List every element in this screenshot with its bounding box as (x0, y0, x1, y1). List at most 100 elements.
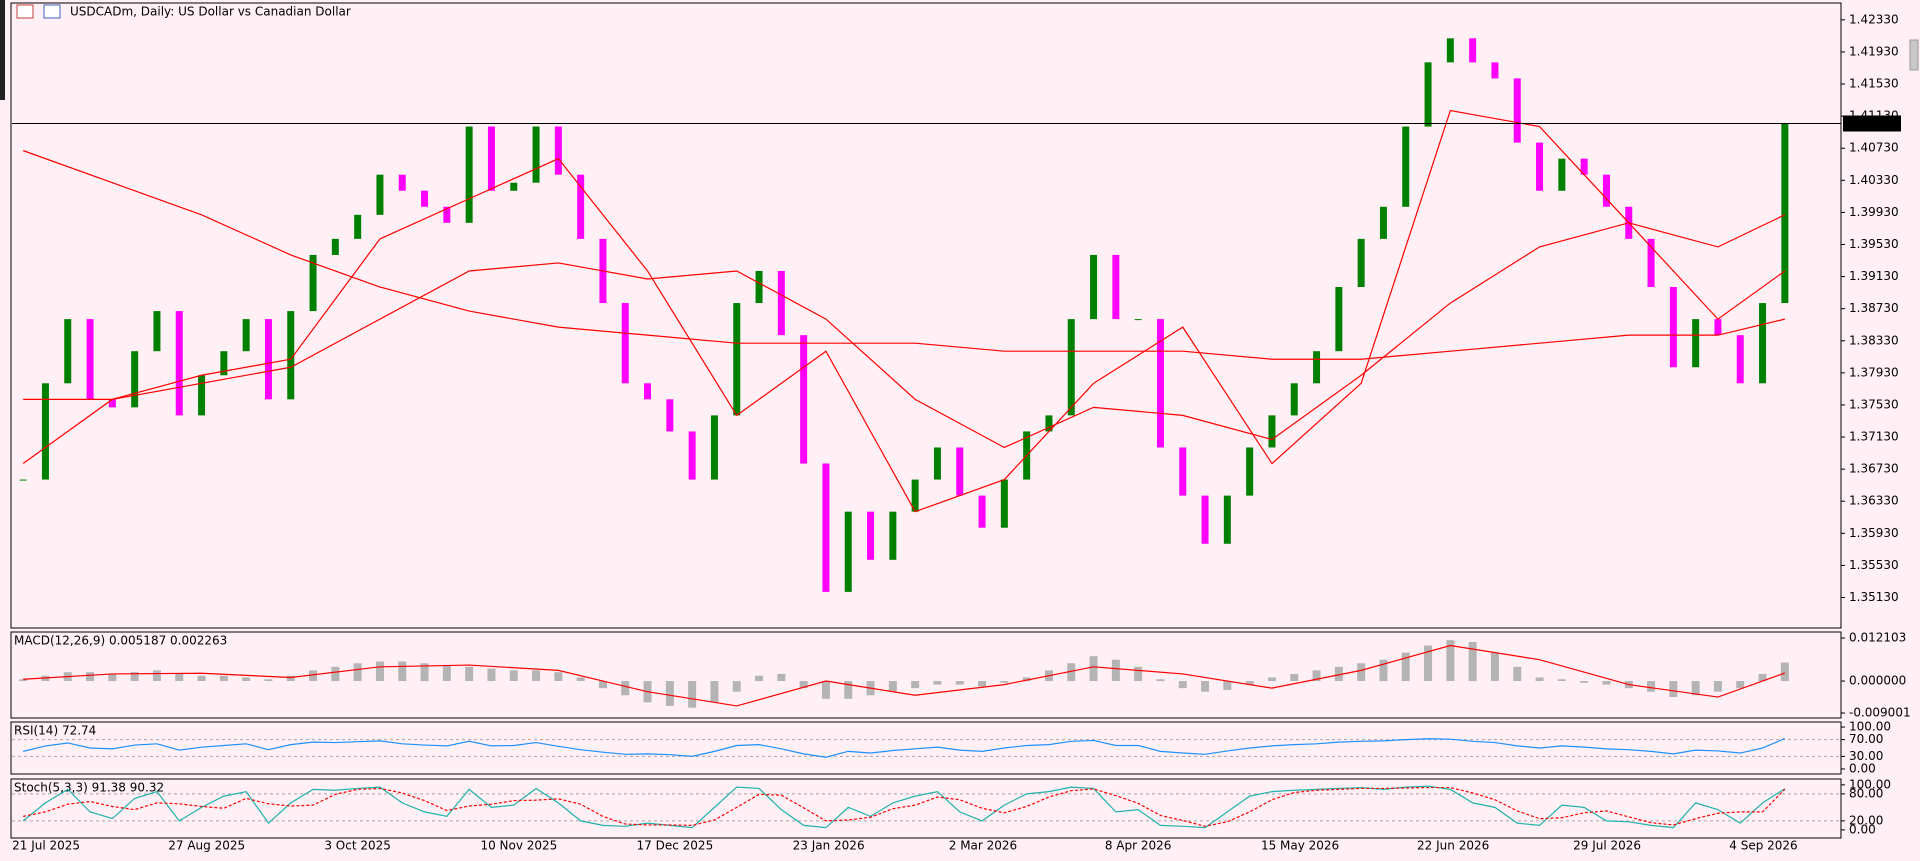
macd-bar (710, 681, 719, 703)
candle (978, 495, 986, 528)
macd-bar (509, 670, 518, 682)
candle (465, 126, 473, 223)
macd-bar (1401, 652, 1410, 682)
macd-bar (130, 672, 139, 682)
macd-bar (1490, 652, 1499, 682)
indicator-title: Stoch(5,3,3) 91.38 90.32 (14, 781, 164, 795)
macd-bar (375, 661, 384, 682)
candle (844, 511, 852, 592)
candle (443, 206, 451, 223)
x-tick-label: 21 Jul 2025 (12, 839, 80, 853)
macd-bar (1267, 677, 1276, 682)
candle (1692, 319, 1700, 368)
candle (64, 319, 72, 384)
macd-bar (1580, 681, 1589, 683)
candle (1714, 319, 1722, 336)
macd-bar (888, 681, 897, 692)
macd-bar (1067, 663, 1076, 682)
macd-bar (1022, 677, 1031, 682)
stoch-line (22, 785, 1786, 829)
y-tick-label: 1.35530 (1849, 558, 1899, 572)
candle (398, 174, 406, 191)
macd-bar (264, 679, 273, 682)
candle (487, 126, 495, 191)
candle (131, 351, 139, 408)
macd-bar (331, 666, 340, 682)
macd-bar (442, 665, 451, 682)
y-tick-label: 80.00 (1849, 786, 1883, 800)
candle (86, 319, 94, 400)
macd-bar (933, 681, 942, 685)
macd-bar (821, 681, 830, 699)
candle (1335, 287, 1343, 352)
y-tick-label: 0.00 (1849, 761, 1876, 775)
x-tick-label: 8 Apr 2026 (1105, 839, 1172, 853)
y-tick-label: 100.00 (1849, 777, 1891, 791)
candle (1402, 126, 1410, 207)
candle (108, 399, 116, 408)
panel-frame (10, 631, 1842, 719)
y-tick-label: 1.35130 (1849, 590, 1899, 604)
macd-bar (1446, 640, 1455, 682)
macd-bar (1111, 659, 1120, 682)
candle (1513, 78, 1521, 143)
y-tick-label: 1.42330 (1849, 12, 1899, 26)
macd-bar (465, 666, 474, 682)
macd-bar (1245, 681, 1254, 685)
macd-bar (1290, 673, 1299, 682)
candle (153, 311, 161, 352)
macd-bar (621, 681, 630, 696)
macd-bar (398, 661, 407, 682)
macd-bar (777, 673, 786, 682)
candle (376, 174, 384, 215)
candle (1268, 415, 1276, 448)
macd-bar (1201, 681, 1210, 692)
macd-bar (1513, 666, 1522, 682)
candle (331, 238, 339, 255)
y-tick-label: 1.39930 (1849, 205, 1899, 219)
candle (867, 511, 875, 560)
panel-frame (10, 2, 1842, 629)
y-tick-label: 0.000000 (1849, 674, 1906, 688)
panel-frame (10, 721, 1842, 775)
moving-average (22, 150, 1785, 360)
scrollbar (1909, 39, 1919, 71)
macd-bar (242, 677, 251, 682)
y-tick-label: 1.39530 (1849, 237, 1899, 251)
signal-line (23, 644, 1786, 707)
macd-bar (1223, 681, 1232, 690)
candle (220, 351, 228, 376)
candle (644, 383, 652, 400)
macd-bar (1424, 645, 1433, 682)
x-tick-label: 4 Sep 2026 (1729, 839, 1797, 853)
macd-bar (286, 675, 295, 682)
header-icons (16, 4, 61, 19)
y-tick-label: 30.00 (1849, 749, 1883, 763)
candle (19, 479, 27, 481)
y-tick-label: 1.38330 (1849, 333, 1899, 347)
candle (1379, 206, 1387, 239)
moving-average (22, 109, 1786, 513)
macd-bar (799, 681, 808, 689)
side-strip (0, 0, 5, 100)
indicator-title: MACD(12,26,9) 0.005187 0.002263 (14, 634, 227, 648)
y-tick-label: 0.00 (1849, 822, 1876, 836)
candle (175, 311, 183, 416)
macd-bar (598, 681, 607, 689)
macd-bar (309, 670, 318, 682)
candle (688, 431, 696, 480)
macd-bar (1312, 670, 1321, 682)
macd-bar (755, 675, 764, 682)
y-tick-label: 1.40730 (1849, 141, 1899, 155)
y-tick-label: 1.41930 (1849, 44, 1899, 58)
macd-bar (420, 663, 429, 682)
macd-bar (1780, 662, 1789, 682)
macd-bar (175, 673, 184, 682)
macd-bar (1669, 681, 1678, 698)
candle (1357, 238, 1365, 288)
candle (554, 126, 562, 175)
candle (911, 479, 919, 512)
candle (1580, 158, 1588, 175)
candle (421, 190, 429, 207)
